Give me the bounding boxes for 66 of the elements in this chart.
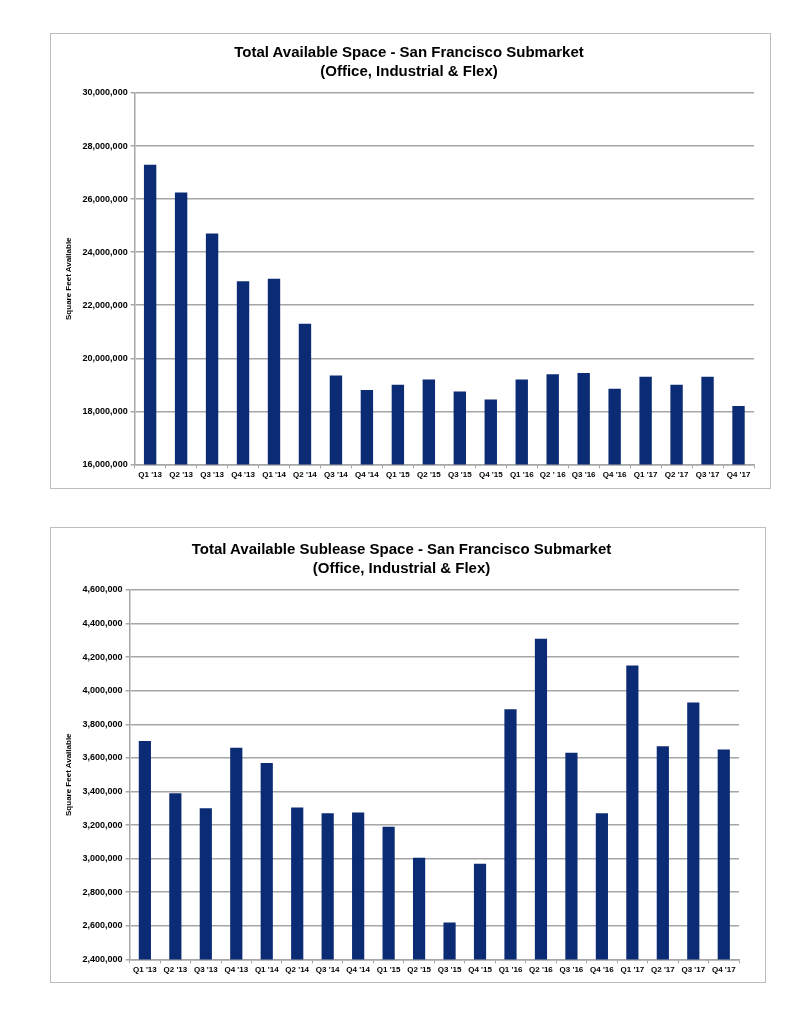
y-tick-label: 20,000,000: [82, 352, 128, 363]
x-tick-label: Q2 '17: [650, 965, 676, 975]
y-tick-label: 4,400,000: [82, 618, 123, 629]
x-tick-label: Q3 '17: [695, 470, 720, 480]
y-tick-label: 26,000,000: [82, 193, 128, 204]
chart-title: Total Available Sublease Space - San Francisco Submarket: [191, 540, 612, 558]
y-tick-label: 30,000,000: [82, 87, 128, 98]
x-tick-label: Q4 '14: [355, 470, 380, 480]
y-tick-label: 4,600,000: [82, 584, 123, 595]
y-tick-label: 18,000,000: [82, 405, 128, 416]
y-tick-label: 16,000,000: [82, 458, 128, 469]
y-tick-label: 2,800,000: [82, 886, 123, 897]
x-tick-label: Q2 '15: [416, 470, 442, 480]
x-tick-label: Q4 '15: [478, 470, 504, 480]
x-tick-label: Q3 '15: [447, 470, 473, 480]
x-tick-label: Q1 '17: [620, 965, 645, 975]
x-tick-label: Q4 '16: [602, 470, 628, 480]
x-tick-label: Q2 '13: [163, 965, 188, 975]
y-tick-label: 28,000,000: [82, 140, 128, 151]
y-tick-label: 4,000,000: [82, 685, 123, 696]
x-tick-label: Q4 '13: [224, 965, 249, 975]
x-tick-label: Q4 '13: [231, 470, 256, 480]
chart-title: Total Available Space - San Francisco Submarket: [234, 43, 584, 61]
x-tick-label: Q3 '13: [200, 470, 225, 480]
y-tick-label: 24,000,000: [82, 246, 128, 257]
y-tick-label: 2,600,000: [82, 920, 123, 931]
x-tick-label: Q4 '14: [346, 965, 371, 975]
x-tick-label: Q3 '16: [559, 965, 584, 975]
x-tick-label: Q3 '14: [324, 470, 349, 480]
chart-subtitle: (Office, Industrial & Flex): [312, 559, 491, 577]
x-tick-label: Q3 '17: [681, 965, 706, 975]
x-tick-label: Q3 '13: [193, 965, 219, 975]
x-tick-label: Q2 '15: [407, 965, 432, 975]
y-tick-label: 3,600,000: [82, 752, 123, 763]
y-tick-label: 3,000,000: [82, 853, 123, 864]
x-tick-label: Q3 '14: [315, 965, 341, 975]
x-tick-label: Q2 '14: [293, 470, 318, 480]
x-tick-label: Q1 '14: [254, 965, 280, 975]
x-tick-label: Q1 '14: [262, 470, 287, 480]
x-tick-label: Q4 '17: [711, 965, 737, 975]
y-tick-label: 3,200,000: [82, 819, 123, 830]
x-tick-label: Q1 '15: [376, 965, 402, 975]
y-tick-label: 3,400,000: [82, 785, 123, 796]
x-tick-label: Q2 '13: [169, 470, 194, 480]
y-axis-title: Square Feet Available: [64, 732, 73, 816]
x-tick-label: Q4 '15: [468, 965, 493, 975]
y-tick-label: 4,200,000: [82, 651, 123, 662]
x-tick-label: Q4 '16: [590, 965, 615, 975]
x-tick-label: Q1 '17: [633, 470, 659, 480]
x-tick-label: Q2 ' 16: [539, 470, 567, 480]
x-tick-label: Q4 '17: [726, 470, 751, 480]
x-tick-label: Q3 '16: [571, 470, 597, 480]
chart-subtitle: (Office, Industrial & Flex): [320, 62, 498, 80]
y-axis-title: Square Feet Available: [64, 236, 73, 320]
x-tick-label: Q1 '15: [386, 470, 411, 480]
x-tick-label: Q2 '14: [285, 965, 310, 975]
x-tick-label: Q1 '13: [133, 965, 158, 975]
x-tick-label: Q1 '16: [498, 965, 523, 975]
x-tick-label: Q2 '17: [664, 470, 689, 480]
y-tick-label: 2,400,000: [82, 953, 123, 964]
x-tick-label: Q1 '16: [509, 470, 535, 480]
x-tick-label: Q1 '13: [138, 470, 163, 480]
x-tick-label: Q2 '16: [529, 965, 554, 975]
x-tick-label: Q3 '15: [437, 965, 462, 975]
y-tick-label: 3,800,000: [82, 718, 123, 729]
y-tick-label: 22,000,000: [82, 299, 128, 310]
